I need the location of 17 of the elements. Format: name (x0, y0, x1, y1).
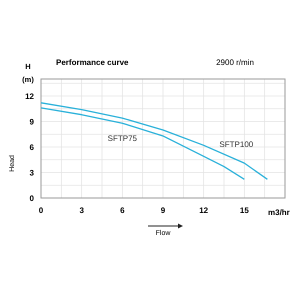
chart-subtitle: 2900 r/min (216, 58, 254, 67)
chart-title: Performance curve (56, 58, 130, 67)
series-label: SFTP75 (108, 134, 138, 144)
y-tick-label: 3 (30, 168, 35, 178)
x-tick-label: 12 (199, 206, 209, 215)
y-tick-label: 9 (30, 118, 35, 126)
y-tick-label: 6 (30, 143, 35, 152)
y-tick-label: 12 (25, 92, 35, 101)
x-tick-label: 6 (120, 206, 126, 215)
x-tick-label: 9 (160, 206, 166, 215)
y-tick-label: 0 (30, 194, 35, 203)
x-tick-label: 15 (240, 206, 250, 215)
line-series (40, 102, 268, 180)
text: m3/hr (268, 208, 290, 217)
series-label: SFTP100 (219, 140, 254, 150)
x-tick-label: 0 (38, 206, 44, 215)
x-tick-label: 3 (79, 206, 84, 215)
